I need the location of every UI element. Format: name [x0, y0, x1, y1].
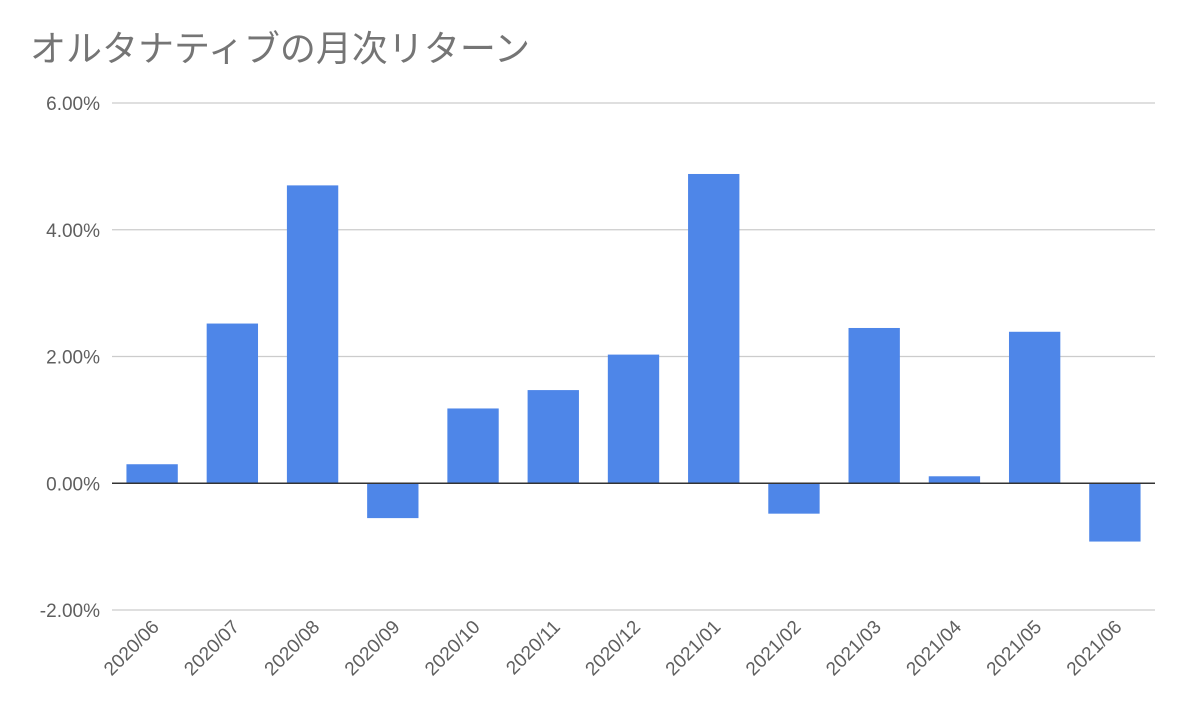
bar-2020-12	[607, 354, 660, 484]
x-tick-label: 2020/07	[180, 617, 243, 680]
bar-2021-05	[1008, 331, 1061, 484]
y-tick-label: 6.00%	[46, 94, 100, 115]
y-tick-label: -2.00%	[40, 601, 100, 622]
bar-2020-06	[126, 464, 178, 484]
bar-2020-07	[206, 323, 259, 484]
bar-2021-01	[688, 173, 740, 484]
x-tick-label: 2021/01	[662, 617, 725, 680]
x-tick-label: 2021/02	[742, 617, 805, 680]
bar-2020-10	[447, 408, 499, 484]
bar-2021-03	[848, 327, 900, 484]
x-tick-label: 2020/08	[261, 617, 324, 680]
x-tick-label: 2020/10	[421, 617, 484, 680]
x-tick-label: 2020/09	[341, 617, 404, 680]
x-tick-label: 2020/11	[502, 617, 564, 679]
x-tick-label: 2021/06	[1063, 617, 1126, 680]
bar-2021-02	[768, 483, 820, 514]
y-tick-label: 0.00%	[46, 474, 100, 495]
x-tick-label: 2020/06	[100, 617, 163, 680]
x-tick-label: 2021/05	[983, 617, 1046, 680]
x-tick-label: 2020/12	[582, 617, 645, 680]
y-tick-label: 4.00%	[46, 221, 100, 242]
bar-2020-11	[527, 390, 579, 484]
bar-2021-06	[1089, 483, 1141, 542]
bar-2020-09	[367, 483, 419, 519]
chart-title: オルタナティブの月次リターン	[30, 29, 531, 70]
x-tick-label: 2021/04	[903, 616, 967, 680]
y-tick-label: 2.00%	[46, 348, 100, 369]
x-tick-label: 2021/03	[822, 617, 885, 680]
bar-2020-08	[286, 185, 339, 484]
bar-2021-04	[928, 476, 981, 484]
